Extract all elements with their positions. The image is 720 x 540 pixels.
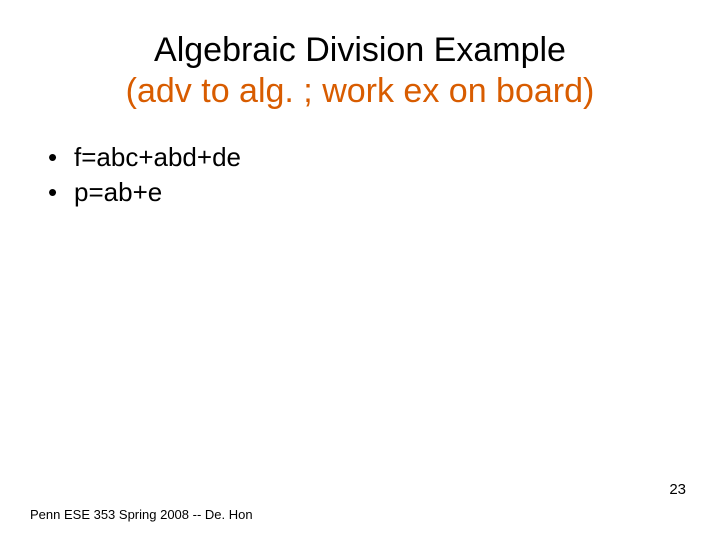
bullet-text: p=ab+e — [74, 175, 162, 210]
footer-text: Penn ESE 353 Spring 2008 -- De. Hon — [30, 507, 253, 522]
slide-container: Algebraic Division Example (adv to alg. … — [0, 0, 720, 540]
list-item: • p=ab+e — [48, 175, 680, 210]
title-line-1: Algebraic Division Example — [40, 30, 680, 71]
bullet-marker: • — [48, 140, 74, 175]
bullet-list: • f=abc+abd+de • p=ab+e — [48, 140, 680, 210]
bullet-text: f=abc+abd+de — [74, 140, 241, 175]
title-line-2: (adv to alg. ; work ex on board) — [40, 71, 680, 112]
title-block: Algebraic Division Example (adv to alg. … — [40, 30, 680, 112]
page-number: 23 — [669, 481, 686, 498]
list-item: • f=abc+abd+de — [48, 140, 680, 175]
bullet-marker: • — [48, 175, 74, 210]
